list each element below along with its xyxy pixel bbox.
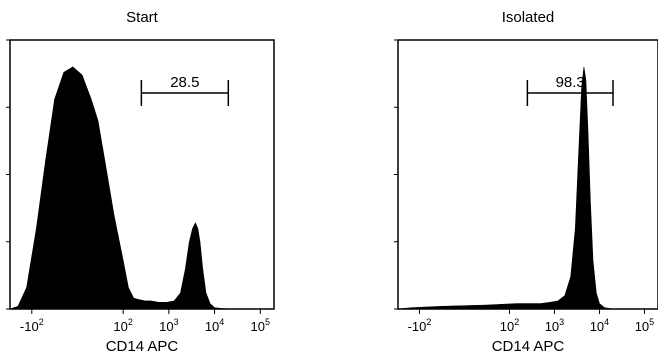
gate-percentage-label: 98.3 (556, 74, 585, 91)
histogram-area (397, 66, 658, 310)
chart-title: Start (126, 9, 159, 26)
x-tick-label: 102 (113, 317, 132, 334)
gate-bracket: 98.3 (526, 74, 614, 106)
gate-bracket: 28.5 (140, 74, 230, 106)
x-tick-label: 102 (500, 317, 519, 334)
x-tick-label: 103 (545, 317, 564, 334)
panel-isolated: Isolated -102 102 103 104 105 CD14 APC 98.3 (394, 9, 658, 355)
x-tick-label: -102 (408, 317, 432, 334)
x-tick-label: 105 (635, 317, 654, 334)
histogram-area (9, 66, 274, 310)
x-axis-label: CD14 APC (492, 338, 565, 355)
chart-title: Isolated (502, 9, 555, 26)
panel-start: Start -102 102 103 104 105 CD14 APC 28.5 (6, 9, 275, 355)
x-tick-label: 104 (590, 317, 609, 334)
gate-percentage-label: 28.5 (170, 74, 199, 91)
x-tick-label: 103 (159, 317, 178, 334)
x-tick-label: 104 (205, 317, 224, 334)
x-axis-label: CD14 APC (106, 338, 179, 355)
x-tick-label: -102 (20, 317, 44, 334)
x-tick-label: 105 (251, 317, 270, 334)
